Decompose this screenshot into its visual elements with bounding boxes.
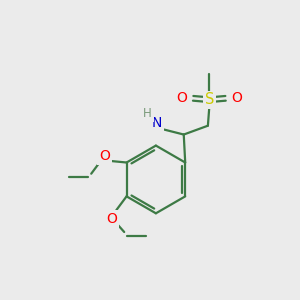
Text: S: S <box>205 92 214 107</box>
Text: O: O <box>231 91 242 105</box>
Text: O: O <box>106 212 117 226</box>
Text: O: O <box>99 149 110 163</box>
Text: H: H <box>143 107 152 120</box>
Text: O: O <box>176 91 188 105</box>
Text: N: N <box>152 116 162 130</box>
